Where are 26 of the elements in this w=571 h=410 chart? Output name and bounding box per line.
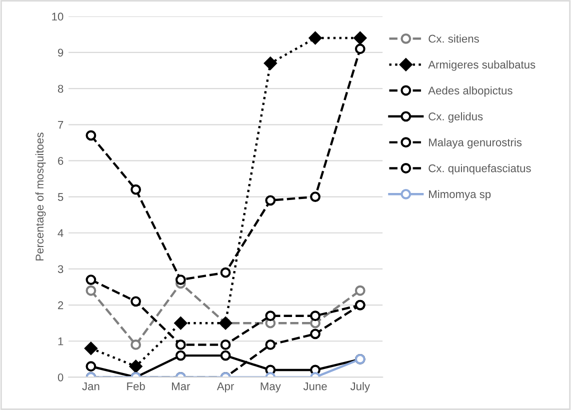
- legend-label: Cx. sitiens: [428, 34, 479, 43]
- x-tick-label: July: [350, 382, 370, 392]
- y-tick-label: 7: [58, 121, 64, 129]
- x-tick-label: June: [303, 382, 327, 390]
- y-tick-label: 2: [58, 301, 64, 310]
- y-tick-label: 4: [58, 229, 64, 237]
- y-axis-title: Percentage of mosquitoes: [35, 132, 46, 260]
- y-tick-label: 0: [58, 373, 64, 382]
- y-tick-label: 10: [52, 12, 64, 21]
- x-tick-label: Feb: [127, 382, 145, 390]
- legend-label: Armigeres subalbatus: [428, 60, 536, 71]
- legend-label: Cx. gelidus: [428, 112, 483, 123]
- x-tick-label: Jan: [82, 382, 100, 390]
- legend-label: Mimomya sp: [429, 190, 491, 200]
- x-tick-label: May: [260, 382, 281, 392]
- y-tick-label: 1: [58, 338, 64, 346]
- y-tick-label: 3: [58, 265, 64, 274]
- legend-label: Cx. quinquefasciatus: [428, 164, 531, 174]
- x-tick-label: Apr: [216, 382, 234, 392]
- y-tick-label: 6: [58, 156, 64, 165]
- y-tick-label: 5: [58, 193, 64, 201]
- x-tick-label: Mar: [172, 382, 190, 390]
- y-tick-label: 9: [58, 48, 64, 57]
- legend-label: Aedes albopictus: [428, 86, 512, 97]
- legend-label: Malaya genurostris: [429, 138, 522, 149]
- y-tick-label: 8: [58, 84, 64, 93]
